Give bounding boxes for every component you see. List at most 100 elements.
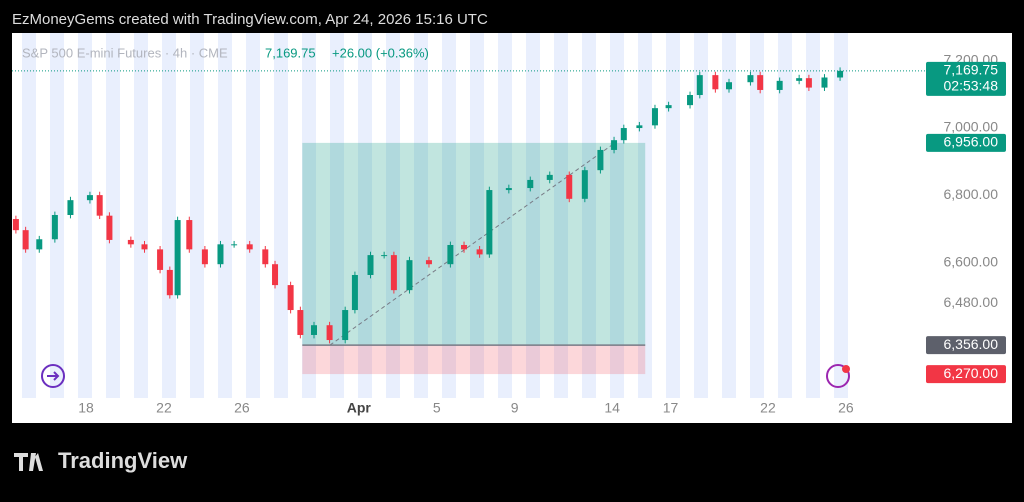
stripe: [218, 33, 232, 398]
candle-body: [696, 75, 703, 96]
candle-body: [505, 188, 512, 191]
stripe: [470, 33, 484, 398]
stripe: [302, 33, 316, 398]
candle-body: [636, 125, 643, 129]
candle-body: [86, 195, 93, 201]
entry-label: 6,356.00: [944, 336, 999, 352]
target-box: [926, 133, 1006, 152]
stripe: [358, 33, 372, 398]
x-tick-label: 14: [604, 400, 620, 416]
candle-body: [597, 149, 604, 171]
x-tick-label: 5: [433, 400, 441, 416]
candle-body: [22, 230, 29, 250]
stripe: [554, 33, 568, 398]
last-price: 7,169.75: [265, 45, 316, 60]
candle-body: [837, 70, 844, 78]
candle-body: [821, 77, 828, 88]
target-label: 6,956.00: [944, 134, 999, 150]
candle-body: [665, 105, 672, 109]
stripe: [526, 33, 540, 398]
stripe: [834, 33, 848, 398]
candle-body: [381, 255, 388, 257]
stripe: [106, 33, 120, 398]
candle-body: [186, 220, 193, 250]
candle-body: [67, 200, 74, 215]
stripe: [806, 33, 820, 398]
current-price-box: [926, 61, 1006, 96]
candle-body: [747, 75, 754, 83]
stripe: [442, 33, 456, 398]
candle-body: [36, 239, 43, 250]
logo-mark: [14, 453, 43, 471]
candle-body: [174, 220, 181, 296]
candle-body: [461, 244, 468, 250]
candle-body: [581, 170, 588, 199]
candle-body: [166, 269, 173, 296]
symbol: S&P 500 E-mini Futures · 4h · CME: [22, 45, 228, 60]
candle-body: [687, 95, 694, 106]
y-tick-label: 7,000.00: [944, 119, 999, 135]
candle-body: [96, 195, 103, 216]
x-tick-label: Apr: [347, 400, 372, 416]
header: EzMoneyGems created with TradingView.com…: [12, 11, 488, 28]
stripe: [694, 33, 708, 398]
footer-text: TradingView: [58, 448, 188, 473]
candle-body: [805, 78, 812, 88]
candle-body: [246, 244, 253, 250]
candle-body: [712, 75, 719, 90]
candle-body: [425, 260, 432, 265]
x-tick-label: 17: [663, 400, 679, 416]
stripe: [246, 33, 260, 398]
session-shading: [22, 33, 848, 398]
stop-label: 6,270.00: [944, 365, 999, 381]
stripe: [78, 33, 92, 398]
x-tick-label: 9: [511, 400, 519, 416]
footer-logo: TradingView: [14, 448, 188, 473]
candle-body: [127, 239, 134, 245]
stripe: [778, 33, 792, 398]
stripe: [162, 33, 176, 398]
candle-body: [141, 244, 148, 250]
candle-body: [476, 249, 483, 255]
stripe: [610, 33, 624, 398]
candle-body: [262, 249, 269, 265]
candle-body: [106, 215, 113, 240]
stripe: [582, 33, 596, 398]
profit-zone: [302, 142, 646, 346]
candle-body: [486, 190, 493, 255]
x-tick-label: 18: [78, 400, 94, 416]
x-tick-label: 22: [760, 400, 776, 416]
stripe: [498, 33, 512, 398]
candle-body: [757, 75, 764, 90]
candle-body: [231, 244, 238, 246]
stripe: [666, 33, 680, 398]
candle-body: [566, 174, 573, 199]
change: +26.00 (+0.36%): [332, 45, 429, 60]
y-tick-label: 6,600.00: [944, 254, 999, 270]
alert-dot: [842, 365, 850, 373]
stripe: [330, 33, 344, 398]
candle-body: [611, 140, 618, 150]
replay-arrow: [47, 371, 60, 381]
candle-body: [796, 78, 803, 81]
candle-body: [12, 219, 19, 231]
candle-body: [447, 244, 454, 265]
y-tick-label: 6,480.00: [944, 294, 999, 310]
stop-box: [926, 365, 1006, 384]
plot: S&P 500 E-mini Futures · 4h · CME 7,169.7…: [12, 45, 1006, 416]
candle-body: [326, 325, 333, 341]
candle-body: [406, 260, 413, 291]
candle-body: [776, 80, 783, 90]
stripe: [722, 33, 736, 398]
candle-body: [311, 325, 317, 335]
candle-body: [390, 255, 397, 291]
stripe: [274, 33, 288, 398]
candle-body: [157, 249, 164, 270]
stripe: [414, 33, 428, 398]
candle-body: [546, 174, 553, 180]
stripe: [638, 33, 652, 398]
candle-body: [527, 179, 534, 189]
candle-body: [342, 310, 349, 341]
